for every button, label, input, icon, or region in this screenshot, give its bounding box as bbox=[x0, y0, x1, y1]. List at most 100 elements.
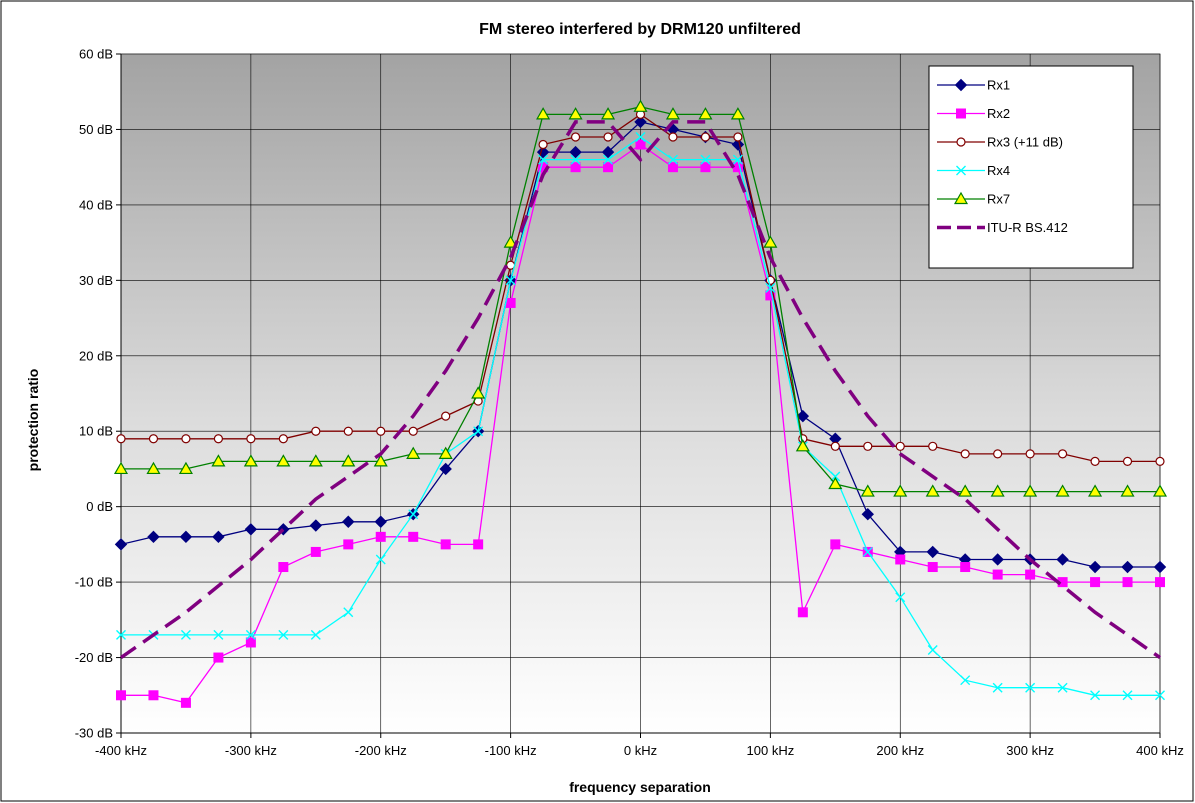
legend-marker bbox=[954, 78, 968, 92]
data-point bbox=[732, 154, 743, 165]
data-point bbox=[278, 562, 289, 573]
y-tick-label: 60 dB bbox=[79, 47, 113, 62]
data-point bbox=[1088, 560, 1102, 574]
data-point bbox=[665, 107, 681, 120]
data-point bbox=[245, 637, 256, 648]
legend-label: Rx4 bbox=[987, 163, 1010, 178]
data-point bbox=[180, 697, 191, 708]
x-tick-label: -300 kHz bbox=[225, 743, 277, 758]
data-point bbox=[1056, 553, 1069, 566]
data-point bbox=[603, 132, 613, 142]
series-rx3-11-db- bbox=[116, 109, 1165, 466]
data-point bbox=[1025, 449, 1035, 459]
data-point bbox=[765, 282, 776, 293]
data-point bbox=[310, 629, 321, 640]
legend-item: Rx1 bbox=[937, 78, 1010, 93]
data-point bbox=[863, 441, 873, 451]
data-point bbox=[374, 515, 387, 528]
data-point bbox=[568, 107, 583, 120]
x-tick-label: -400 kHz bbox=[95, 743, 147, 758]
x-axis-title: frequency separation bbox=[569, 779, 711, 795]
data-point bbox=[569, 145, 582, 159]
data-point bbox=[278, 434, 288, 444]
legend-item: ITU-R BS.412 bbox=[937, 220, 1068, 235]
y-tick-label: 30 dB bbox=[79, 273, 113, 288]
legend-marker bbox=[956, 137, 966, 147]
data-point bbox=[830, 539, 841, 550]
data-point bbox=[211, 454, 226, 467]
data-point bbox=[1122, 456, 1133, 466]
data-point bbox=[960, 675, 971, 686]
data-point bbox=[212, 530, 225, 544]
data-point bbox=[991, 553, 1004, 566]
data-point bbox=[1153, 560, 1167, 574]
y-tick-label: 20 dB bbox=[79, 348, 113, 363]
data-point bbox=[925, 484, 940, 497]
data-point bbox=[960, 449, 970, 459]
series-line bbox=[119, 120, 1162, 660]
data-point bbox=[927, 645, 938, 656]
data-point bbox=[406, 446, 421, 459]
y-axis-title: protection ratio bbox=[25, 369, 41, 472]
data-point bbox=[308, 454, 323, 467]
data-point bbox=[114, 538, 128, 551]
data-point bbox=[341, 454, 356, 467]
data-point bbox=[733, 132, 743, 142]
data-point bbox=[796, 409, 810, 423]
legend-label: Rx2 bbox=[987, 106, 1010, 121]
data-point bbox=[927, 562, 938, 573]
data-point bbox=[375, 531, 386, 542]
data-point bbox=[148, 434, 159, 444]
y-tick-label: 50 dB bbox=[79, 122, 113, 137]
data-point bbox=[1055, 484, 1070, 497]
data-point bbox=[116, 690, 126, 701]
data-point bbox=[376, 426, 386, 436]
data-point bbox=[1122, 690, 1133, 701]
data-point bbox=[245, 629, 256, 640]
data-point bbox=[700, 154, 711, 165]
data-point bbox=[1155, 690, 1165, 701]
data-point bbox=[439, 462, 452, 476]
x-tick-label: -100 kHz bbox=[485, 743, 537, 758]
y-tick-label: -10 dB bbox=[75, 575, 113, 590]
data-point bbox=[244, 523, 258, 536]
data-point bbox=[116, 629, 126, 640]
data-point bbox=[992, 682, 1003, 693]
legend-label: Rx3 (+11 dB) bbox=[987, 135, 1063, 150]
data-point bbox=[1152, 484, 1168, 497]
data-point bbox=[1155, 456, 1165, 466]
data-point bbox=[116, 434, 126, 444]
legend-marker bbox=[953, 191, 969, 205]
x-tick-label: 300 kHz bbox=[1006, 743, 1054, 758]
legend-marker bbox=[956, 165, 966, 176]
data-point bbox=[246, 434, 256, 444]
series-rx1 bbox=[114, 115, 1167, 574]
data-point bbox=[830, 471, 841, 482]
data-point bbox=[243, 454, 258, 467]
data-point bbox=[503, 235, 518, 248]
y-tick-label: 40 dB bbox=[79, 197, 113, 212]
data-point bbox=[992, 569, 1003, 580]
data-point bbox=[1025, 569, 1036, 580]
data-point bbox=[830, 441, 840, 451]
data-point bbox=[311, 426, 321, 436]
data-point bbox=[1057, 449, 1068, 459]
data-point bbox=[1023, 484, 1038, 497]
legend: Rx1 Rx2 Rx3 (+11 dB) Rx4 Rx7 ITU-R BS.412 bbox=[928, 65, 1134, 269]
y-tick-label: -30 dB bbox=[75, 726, 113, 741]
x-tick-label: 0 kHz bbox=[624, 743, 657, 758]
data-point bbox=[148, 690, 159, 701]
data-point bbox=[795, 439, 810, 452]
data-point bbox=[179, 530, 193, 544]
data-point bbox=[1121, 560, 1134, 574]
data-point bbox=[342, 515, 355, 528]
data-point bbox=[538, 139, 548, 150]
data-point bbox=[473, 426, 484, 437]
data-point bbox=[570, 162, 581, 173]
y-tick-label: -20 dB bbox=[75, 650, 113, 665]
series-layer bbox=[113, 99, 1168, 708]
x-tick-label: 200 kHz bbox=[876, 743, 924, 758]
data-point bbox=[441, 411, 451, 421]
data-point bbox=[538, 154, 549, 165]
legend-label: Rx1 bbox=[987, 78, 1010, 93]
